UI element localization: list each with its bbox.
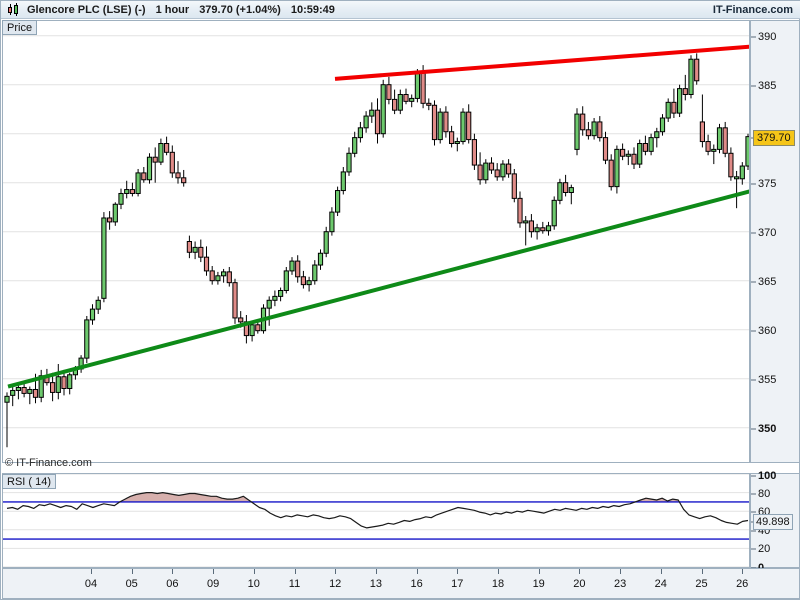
price-tick-label: 360 — [758, 324, 777, 337]
time-tick-mark — [742, 569, 744, 574]
price-tick-mark — [751, 36, 756, 38]
price-tick-label: 365 — [758, 275, 777, 288]
rsi-tick-mark — [751, 511, 756, 513]
time-tick-label: 17 — [451, 578, 464, 590]
brand-label: IT-Finance.com — [712, 3, 793, 16]
rsi-tick-mark — [751, 493, 756, 495]
time-tick-label: 12 — [329, 578, 342, 590]
time-tick-mark — [416, 569, 418, 574]
timeframe-label: 1 hour — [155, 3, 190, 16]
time-tick-mark — [253, 569, 255, 574]
watermark-label: © IT-Finance.com — [5, 457, 92, 469]
time-tick-mark — [213, 569, 215, 574]
time-tick-mark — [620, 569, 622, 574]
price-tick-label: 370 — [758, 226, 777, 239]
time-tick-label: 06 — [166, 578, 179, 590]
time-tick-mark — [498, 569, 499, 574]
time-tick-mark — [457, 569, 459, 574]
rsi-tick-mark — [751, 530, 756, 532]
time-tick-mark — [579, 569, 581, 574]
time-tick-mark — [335, 569, 337, 574]
rsi-tick-label: 20 — [758, 543, 771, 556]
time-tick-mark — [660, 569, 662, 574]
time-tick-label: 05 — [125, 578, 138, 590]
instrument-name: Glencore PLC (LSE) (-) — [27, 3, 146, 16]
time-tick-label: 04 — [84, 578, 98, 590]
time-tick-label: 09 — [206, 578, 220, 590]
price-tick-mark — [751, 85, 756, 87]
price-tick-mark — [751, 379, 756, 381]
time-x-axis[interactable]: 04 05 06 09 10 11 12 13 16 17 18 19 20 23 24 25 26 — [2, 568, 800, 599]
candlestick-icon — [7, 3, 21, 16]
time-tick-mark — [375, 569, 377, 574]
quote-time: 10:59:49 — [290, 3, 335, 16]
price-y-axis[interactable]: 390 385 375 370 365 360 355 350 379.70 — [750, 20, 800, 463]
price-tick-label: 385 — [758, 79, 777, 92]
rsi-tick-mark — [751, 548, 756, 550]
time-tick-label: 20 — [573, 578, 586, 590]
time-tick-label: 24 — [654, 578, 667, 590]
price-tick-label: 390 — [758, 30, 777, 43]
time-tick-mark — [701, 569, 703, 574]
price-tick-label: 355 — [758, 373, 777, 386]
price-panel-legend[interactable]: Price — [2, 20, 38, 35]
last-price-change: 379.70 (+1.04%) — [199, 3, 281, 16]
window-titlebar: Glencore PLC (LSE) (-) 1 hour 379.70 (+1… — [1, 1, 800, 19]
time-tick-label: 18 — [491, 578, 505, 590]
price-tick-mark — [751, 183, 756, 185]
time-tick-mark — [538, 569, 540, 574]
time-tick-mark — [131, 569, 133, 574]
price-tick-mark — [751, 232, 756, 234]
time-tick-label: 10 — [247, 578, 260, 590]
rsi-y-axis[interactable]: 10080604020049.898 — [750, 470, 800, 574]
price-chart-canvas — [3, 35, 749, 448]
price-chart-panel[interactable] — [2, 20, 750, 463]
time-tick-label: 11 — [288, 578, 301, 590]
rsi-tick-label: 80 — [758, 487, 771, 500]
rsi-tick-mark — [751, 475, 756, 477]
time-tick-label: 19 — [532, 578, 545, 590]
time-tick-label: 25 — [695, 578, 708, 590]
rsi-chart-panel[interactable] — [2, 473, 750, 568]
rsi-chart-canvas — [3, 474, 749, 567]
price-tick-label: 350 — [758, 422, 777, 435]
price-tick-mark — [751, 330, 756, 332]
time-tick-mark — [91, 569, 92, 574]
rsi-current-value-badge[interactable]: 49.898 — [753, 513, 793, 530]
time-tick-mark — [294, 569, 296, 574]
current-price-badge[interactable]: 379.70 — [753, 129, 795, 146]
time-tick-label: 13 — [369, 578, 383, 590]
time-tick-label: 23 — [613, 578, 627, 590]
rsi-tick-label: 100 — [758, 470, 777, 482]
rsi-panel-legend[interactable]: RSI ( 14) — [2, 474, 57, 489]
price-tick-mark — [751, 281, 756, 283]
time-tick-label: 16 — [410, 578, 423, 590]
price-tick-mark — [751, 428, 756, 430]
time-tick-mark — [172, 569, 174, 574]
time-tick-label: 26 — [736, 578, 749, 590]
price-tick-label: 375 — [758, 177, 777, 190]
